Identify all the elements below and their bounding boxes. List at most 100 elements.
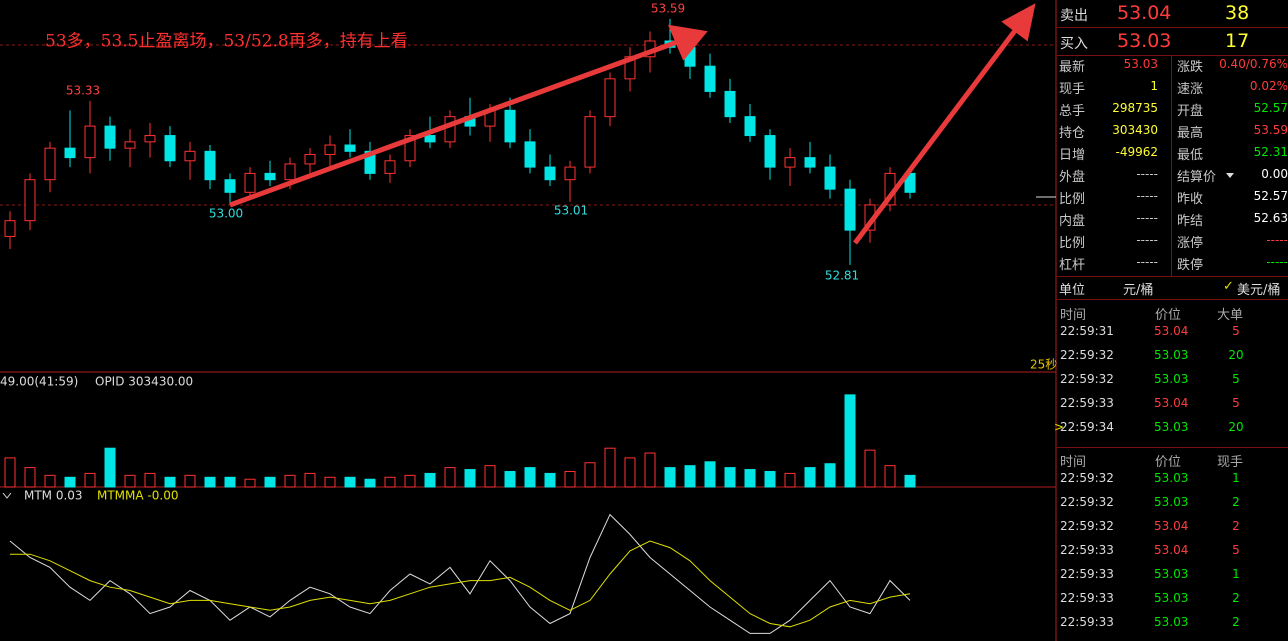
volume-bar: [264, 476, 276, 488]
mtm-line: [9, 513, 911, 634]
volume-bar: [544, 472, 556, 488]
mtmma-label: MTMMA -0.00: [97, 489, 178, 503]
opid-label: OPID 303430.00: [95, 375, 193, 389]
stat-label: 结算价: [1177, 170, 1217, 185]
stat-label: 昨结: [1177, 214, 1204, 229]
trade-qty: 20: [1228, 420, 1244, 434]
volume-bar: [504, 470, 516, 488]
price-label: 52.81: [825, 269, 859, 283]
trade-qty: 20: [1228, 348, 1244, 362]
trade-time: 22:59:32: [1060, 471, 1114, 485]
volume-bar: [44, 474, 56, 488]
stat-value: 52.63: [1253, 211, 1288, 225]
trade-qty: 2: [1232, 591, 1240, 605]
trade-price: 53.04: [1154, 519, 1189, 533]
price-label: 53.59: [651, 2, 685, 16]
volume-bar: [844, 394, 856, 488]
trade-qty: 5: [1232, 543, 1240, 557]
volume-bar: [204, 476, 216, 488]
volume-bar: [744, 469, 756, 488]
candle-body: [584, 116, 596, 168]
volume-header: 49.00(41:59): [0, 375, 78, 389]
quote-price: 53.04: [1117, 2, 1172, 24]
separator: [1057, 299, 1288, 300]
annotation: 53多，53.5止盈离场，53/52.8再多，持有上看: [45, 32, 408, 52]
trade-time: 22:59:33: [1060, 396, 1114, 410]
stat-value: 52.57: [1253, 189, 1288, 203]
volume-bar: [384, 476, 396, 488]
quote-qty: 38: [1225, 2, 1250, 24]
row-marker: >: [1054, 420, 1065, 434]
trade-price: 53.04: [1154, 543, 1189, 557]
volume-bar: [624, 457, 636, 488]
candle-body: [504, 109, 516, 143]
table-header: 价位: [1155, 455, 1182, 470]
trade-price: 53.04: [1154, 396, 1189, 410]
stat-label: 昨收: [1177, 192, 1204, 207]
volume-bar: [164, 476, 176, 488]
volume-bar: [864, 449, 876, 488]
volume-bar: [364, 478, 376, 488]
candle-body: [704, 65, 716, 92]
arrow: [853, 26, 1019, 245]
candle-body: [324, 144, 336, 155]
volume-bar: [64, 476, 76, 488]
stat-label: 最低: [1177, 148, 1204, 163]
unit-option: 元/桶: [1123, 283, 1154, 298]
trade-time: 22:59:32: [1060, 348, 1114, 362]
candle-body: [564, 166, 576, 181]
candle-body: [244, 172, 256, 193]
candle-body: [44, 147, 56, 181]
quote-label: 卖出: [1060, 8, 1088, 24]
volume-bar: [424, 472, 436, 488]
volume-bar: [84, 472, 96, 488]
candle-body: [124, 141, 136, 149]
mtmma-line: [10, 540, 911, 628]
stat-value: 52.31: [1253, 145, 1288, 159]
stat-label: 跌停: [1177, 258, 1204, 273]
volume-bar: [704, 461, 716, 488]
volume-bar: [904, 474, 916, 488]
stat-value: -49962: [1115, 145, 1158, 159]
volume-bar: [284, 474, 296, 488]
volume-bar: [304, 472, 316, 488]
stat-value: -----: [1136, 189, 1158, 203]
candle-body: [4, 220, 16, 237]
trade-qty: 2: [1232, 519, 1240, 533]
stat-label: 比例: [1059, 192, 1086, 207]
stat-value: 52.57: [1253, 101, 1288, 115]
trade-qty: 1: [1232, 567, 1240, 581]
candle-body: [544, 166, 556, 181]
stat-label: 速涨: [1177, 82, 1204, 97]
stat-label: 日增: [1059, 148, 1086, 163]
price-label: 53.00: [209, 207, 243, 221]
volume-bar: [644, 452, 656, 488]
trade-qty: 2: [1232, 615, 1240, 629]
indicator-icon: [2, 492, 12, 499]
trend-arrows: [229, 3, 1036, 245]
quote-qty: 17: [1225, 30, 1250, 52]
price-label: 53.33: [66, 84, 100, 98]
trade-price: 53.04: [1154, 324, 1189, 338]
candle-body: [804, 157, 816, 168]
table-header: 时间: [1060, 455, 1087, 470]
trade-price: 53.03: [1154, 420, 1189, 434]
trade-price: 53.03: [1154, 348, 1189, 362]
divider: [1171, 56, 1172, 276]
table-header: 大单: [1217, 308, 1244, 323]
volume-bar: [684, 465, 696, 488]
candle-body: [164, 135, 176, 162]
stat-value: -----: [1266, 233, 1288, 247]
stat-value: -----: [1136, 167, 1158, 181]
stat-label: 开盘: [1177, 104, 1204, 119]
candle-body: [724, 90, 736, 118]
trade-qty: 5: [1232, 324, 1240, 338]
candle-body: [424, 135, 436, 143]
volume-bar: [484, 465, 496, 488]
candle-body: [104, 125, 116, 149]
check-icon: ✓: [1223, 279, 1234, 294]
stat-value: 0.40/0.76%: [1219, 57, 1288, 71]
unit-label: 单位: [1059, 283, 1086, 298]
candle-body: [444, 116, 456, 143]
stat-label: 杠杆: [1059, 258, 1086, 273]
